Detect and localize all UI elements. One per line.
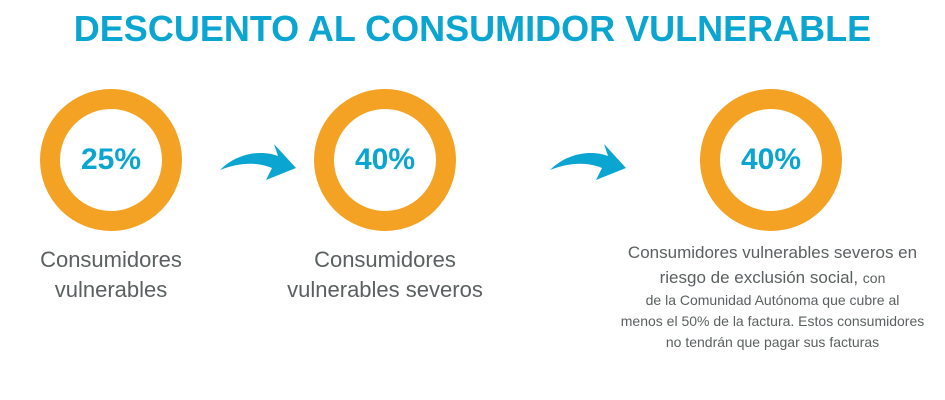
label-line: Consumidores [314,247,456,272]
step-label-1: Consumidores vulnerables [11,245,211,305]
detail-line: menos el 50% de la factura. Estos consum… [620,313,925,329]
label-line: vulnerables severos [287,277,483,302]
curved-arrow-right-icon [220,144,296,180]
step-label-2: Consumidores vulnerables severos [255,245,515,305]
discount-percent: 40% [740,143,802,176]
detail-line: no tendrán que pagar sus facturas [665,334,880,350]
step-label-3: Consumidores vulnerables severos en ries… [610,240,935,353]
label-line: riesgo de exclusión social, [659,268,859,287]
discount-ring-1: 25% [40,89,182,231]
label-line: vulnerables [54,277,168,302]
discount-ring-2: 40% [314,89,456,231]
discount-ring-3: 40% [700,89,842,231]
discount-percent: 40% [354,143,416,176]
curved-arrow-right-icon [550,144,626,180]
label-line: con [862,270,886,286]
detail-line: de la Comunidad Autónoma que cubre al [645,292,900,308]
label-line: Consumidores [40,247,182,272]
label-line: Consumidores vulnerables severos en [627,243,918,262]
page-title: DESCUENTO AL CONSUMIDOR VULNERABLE [73,8,872,49]
discount-percent: 25% [80,143,142,176]
